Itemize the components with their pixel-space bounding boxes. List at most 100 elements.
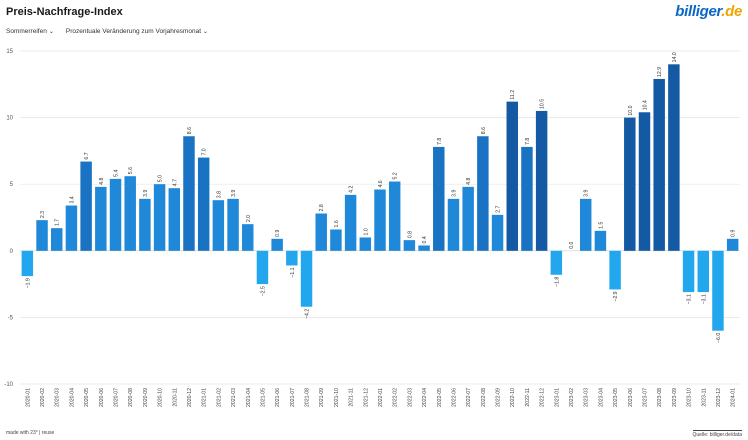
bar xyxy=(506,101,518,251)
data-label: 1.6 xyxy=(334,220,340,227)
y-tick-label: -10 xyxy=(4,382,13,388)
x-tick-label: 2021-11 xyxy=(349,388,355,407)
bar xyxy=(36,220,48,251)
x-tick-label: 2022-12 xyxy=(540,388,546,407)
data-label: −4.2 xyxy=(305,309,311,319)
bar xyxy=(344,194,357,251)
data-label: 12.9 xyxy=(657,67,663,77)
bar xyxy=(168,188,181,251)
source-credit: Quelle: billiger.de/data xyxy=(692,430,742,438)
bar xyxy=(609,250,621,290)
logo-text: billiger xyxy=(675,3,722,20)
bar xyxy=(95,186,107,251)
bar xyxy=(330,229,342,251)
x-tick-label: 2020-05 xyxy=(84,388,90,407)
data-label: 0.0 xyxy=(569,241,575,248)
x-tick-label: 2022-10 xyxy=(510,388,516,407)
x-tick-label: 2023-10 xyxy=(687,388,693,407)
y-tick-label: 0 xyxy=(10,249,14,255)
x-tick-label: 2023-12 xyxy=(716,388,722,407)
x-tick-label: 2021-02 xyxy=(216,388,222,407)
bar xyxy=(668,64,680,251)
x-tick-label: 2020-01 xyxy=(25,388,31,407)
data-label: 5.0 xyxy=(158,175,164,182)
bar xyxy=(315,213,327,251)
x-tick-label: 2020-12 xyxy=(187,388,193,407)
data-label: 8.6 xyxy=(187,127,193,134)
data-label: 11.2 xyxy=(510,90,516,100)
data-label: 0.8 xyxy=(407,231,413,238)
x-tick-label: 2022-02 xyxy=(393,388,399,407)
x-tick-label: 2020-03 xyxy=(55,388,61,407)
data-label: −1.8 xyxy=(554,277,560,287)
bar xyxy=(550,250,563,275)
x-tick-label: 2021-09 xyxy=(319,388,325,407)
made-with-credit: made with 23° | reuse xyxy=(6,430,55,436)
bar xyxy=(433,146,445,251)
bar xyxy=(697,250,709,293)
x-tick-label: 2023-03 xyxy=(584,388,590,407)
x-tick-label: 2021-06 xyxy=(275,388,281,407)
x-tick-label: 2023-08 xyxy=(657,388,663,407)
filter-bar: Sommerreifen ⌄ Prozentuale Veränderung z… xyxy=(6,28,208,35)
x-tick-label: 2021-07 xyxy=(290,388,296,407)
x-tick-label: 2023-06 xyxy=(628,388,634,407)
bar xyxy=(418,245,430,251)
bar xyxy=(374,189,386,251)
bar xyxy=(359,237,372,251)
data-label: 10.0 xyxy=(628,105,634,115)
data-label: 1.0 xyxy=(363,228,369,235)
bar xyxy=(109,178,122,251)
y-tick-label: 10 xyxy=(6,116,13,122)
bar xyxy=(242,224,254,251)
data-label: 3.8 xyxy=(216,191,222,198)
data-label: 7.0 xyxy=(202,148,208,155)
data-label: 0.4 xyxy=(422,236,428,243)
bar xyxy=(712,250,724,331)
data-label: 2.3 xyxy=(40,211,46,218)
bar xyxy=(462,186,474,251)
bar xyxy=(183,136,195,251)
bar xyxy=(521,146,533,251)
logo-suffix: .de xyxy=(721,3,742,20)
bar xyxy=(197,157,210,251)
x-tick-label: 2022-07 xyxy=(466,388,472,407)
data-label: −1.1 xyxy=(290,267,296,277)
data-label: 3.9 xyxy=(231,190,237,197)
data-label: −1.9 xyxy=(25,278,31,288)
bar xyxy=(139,198,151,251)
bar xyxy=(477,136,489,251)
x-tick-label: 2021-12 xyxy=(363,388,369,407)
bar xyxy=(212,200,225,251)
x-tick-label: 2022-11 xyxy=(525,388,531,407)
category-dropdown[interactable]: Sommerreifen ⌄ xyxy=(6,28,54,35)
x-tick-label: 2021-08 xyxy=(305,388,311,407)
data-label: 5.4 xyxy=(114,170,120,177)
bar xyxy=(80,161,92,251)
x-tick-label: 2020-08 xyxy=(128,388,134,407)
x-tick-label: 2022-01 xyxy=(378,388,384,407)
x-tick-label: 2020-09 xyxy=(143,388,149,407)
data-label: 3.4 xyxy=(69,196,75,203)
chevron-down-icon: ⌄ xyxy=(48,29,54,35)
data-label: 7.8 xyxy=(525,138,531,145)
billiger-logo: billiger.de xyxy=(675,3,742,20)
data-label: 0.9 xyxy=(275,229,281,236)
bar xyxy=(51,228,63,251)
data-label: 4.8 xyxy=(99,178,105,185)
bar xyxy=(653,78,665,251)
metric-dropdown[interactable]: Prozentuale Veränderung zum Vorjahresmon… xyxy=(66,28,208,35)
bar xyxy=(388,181,401,251)
x-tick-label: 2020-02 xyxy=(40,388,46,407)
data-label: 4.8 xyxy=(466,178,472,185)
x-tick-label: 2022-04 xyxy=(422,388,428,407)
x-tick-label: 2024-01 xyxy=(731,388,737,407)
bar xyxy=(726,238,739,251)
bar xyxy=(594,230,607,251)
data-label: 1.7 xyxy=(55,219,61,226)
data-label: −2.5 xyxy=(260,286,266,296)
x-tick-label: 2023-02 xyxy=(569,388,575,407)
x-tick-label: 2022-09 xyxy=(496,388,502,407)
bar xyxy=(682,250,695,293)
